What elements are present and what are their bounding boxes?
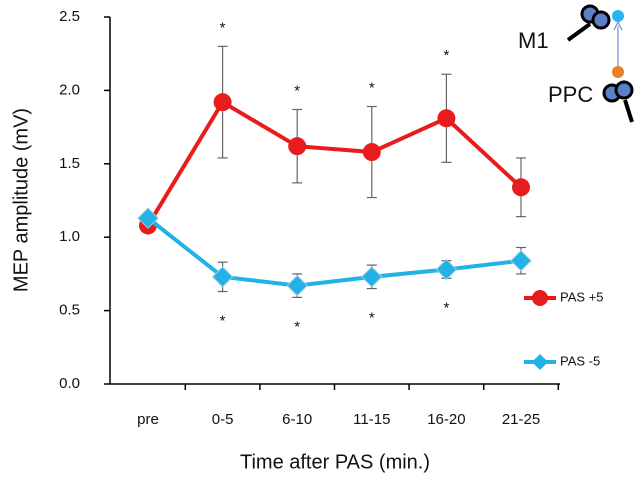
legend-label: PAS +5 xyxy=(560,289,603,304)
x-tick-label: pre xyxy=(137,411,159,428)
legend-marker xyxy=(532,290,548,306)
marker xyxy=(137,207,159,229)
marker xyxy=(437,109,456,128)
significance-mark: * xyxy=(294,318,300,335)
series-line xyxy=(146,216,522,288)
marker xyxy=(288,137,307,156)
x-tick-label: 0-5 xyxy=(212,411,234,428)
x-tick-label: 11-15 xyxy=(353,411,390,428)
coil-handle xyxy=(623,99,634,123)
x-tick-label: 6-10 xyxy=(282,411,312,428)
legend-marker xyxy=(532,354,548,370)
y-tick-label: 0.5 xyxy=(59,302,80,319)
y-tick-label: 2.0 xyxy=(59,81,80,98)
x-tick-label: 16-20 xyxy=(427,411,465,428)
y-tick-label: 0.0 xyxy=(59,375,80,392)
inset: M1 PPC xyxy=(518,4,634,123)
marker xyxy=(211,266,234,288)
significance-mark: * xyxy=(443,47,449,64)
significance-mark: * xyxy=(220,19,226,36)
significance-mark: * xyxy=(369,80,375,97)
significance-mark: * xyxy=(369,310,375,327)
series-line xyxy=(146,99,523,227)
significance-mark: * xyxy=(220,312,226,329)
inset-label: PPC xyxy=(548,82,593,107)
marker xyxy=(286,274,308,297)
coil xyxy=(614,80,634,100)
marker xyxy=(213,93,232,112)
marker xyxy=(510,249,532,272)
coil-handle xyxy=(566,22,592,42)
x-axis-title: Time after PAS (min.) xyxy=(240,451,430,473)
marker xyxy=(361,266,383,288)
inset-label: M1 xyxy=(518,28,549,53)
coil xyxy=(591,10,611,30)
y-tick-label: 1.0 xyxy=(59,228,80,245)
legend-label: PAS -5 xyxy=(560,353,600,368)
m1-dot xyxy=(612,10,624,22)
significance-mark: * xyxy=(294,82,300,99)
marker xyxy=(512,178,530,197)
y-axis-title: MEP amplitude (mV) xyxy=(10,108,32,292)
x-tick-label: 21-25 xyxy=(502,411,540,428)
ppc-dot xyxy=(612,66,624,78)
marker xyxy=(435,258,458,281)
y-tick-label: 1.5 xyxy=(59,155,80,172)
significance-mark: * xyxy=(443,299,449,316)
marker xyxy=(362,143,381,162)
y-tick-label: 2.5 xyxy=(59,8,80,25)
